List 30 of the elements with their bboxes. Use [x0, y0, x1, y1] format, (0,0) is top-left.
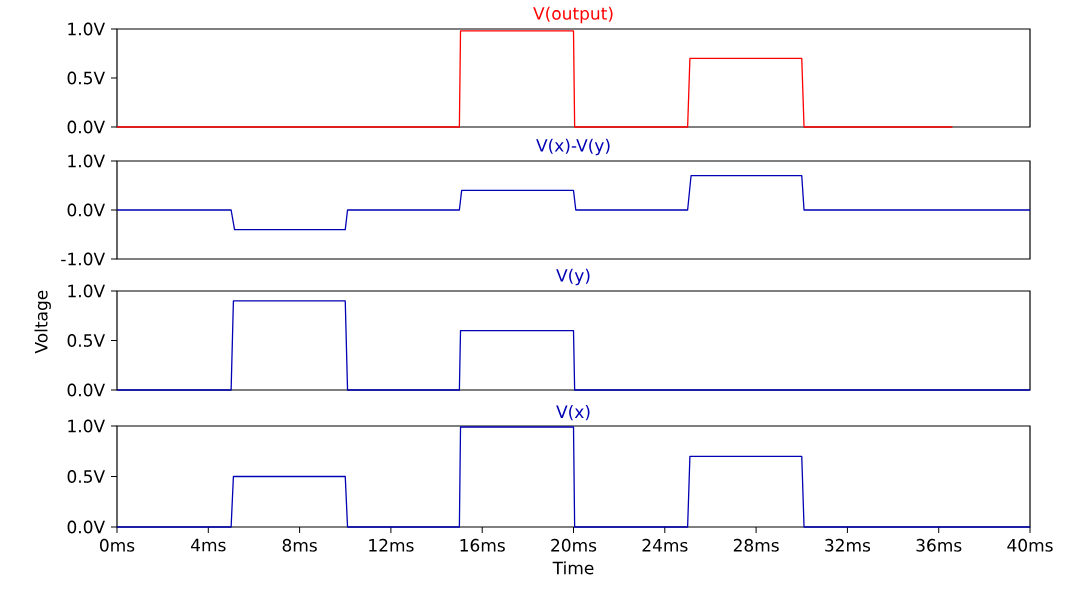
x-tick-label: 4ms [191, 538, 226, 552]
x-tick-label: 0ms [100, 538, 135, 552]
y-tick-label: 0.0V [67, 120, 105, 134]
y-tick-label: 0.0V [67, 520, 105, 534]
line-series [116, 175, 1031, 231]
y-tick-label: 1.0V [68, 284, 105, 298]
x-tick-label: 28ms [733, 538, 779, 552]
y-tick-label: 0.0V [67, 203, 105, 217]
x-axis-title: Time [552, 561, 594, 575]
chart-title: V(y) [556, 268, 590, 286]
chart-title: V(x) [556, 405, 590, 421]
x-tick-label: 36ms [916, 538, 962, 552]
y-tick-label: 1.0V [68, 154, 105, 168]
y-tick-label: -1.0V [61, 252, 105, 266]
x-tick-label: 24ms [642, 538, 688, 552]
y-tick-label: 0.5V [67, 334, 105, 347]
y-tick-label: 1.0V [68, 22, 105, 36]
x-tick-label: 20ms [551, 538, 597, 552]
x-tick-label: 32ms [825, 538, 871, 552]
x-tick-label: 12ms [369, 538, 414, 552]
y-tick-label: 1.0V [68, 419, 105, 433]
x-tick-label: 8ms [282, 538, 317, 552]
y-tick-label: 0.5V [67, 470, 105, 483]
x-tick-label: 16ms [460, 538, 505, 552]
y-axis-title: Voltage [34, 290, 51, 354]
y-tick-label: 0.5V [67, 71, 105, 85]
chart-title: V(output) [533, 6, 613, 24]
chart-title: V(x)-V(y) [536, 138, 610, 156]
y-tick-label: 0.0V [67, 383, 105, 397]
x-tick-label: 40ms [1007, 538, 1053, 552]
